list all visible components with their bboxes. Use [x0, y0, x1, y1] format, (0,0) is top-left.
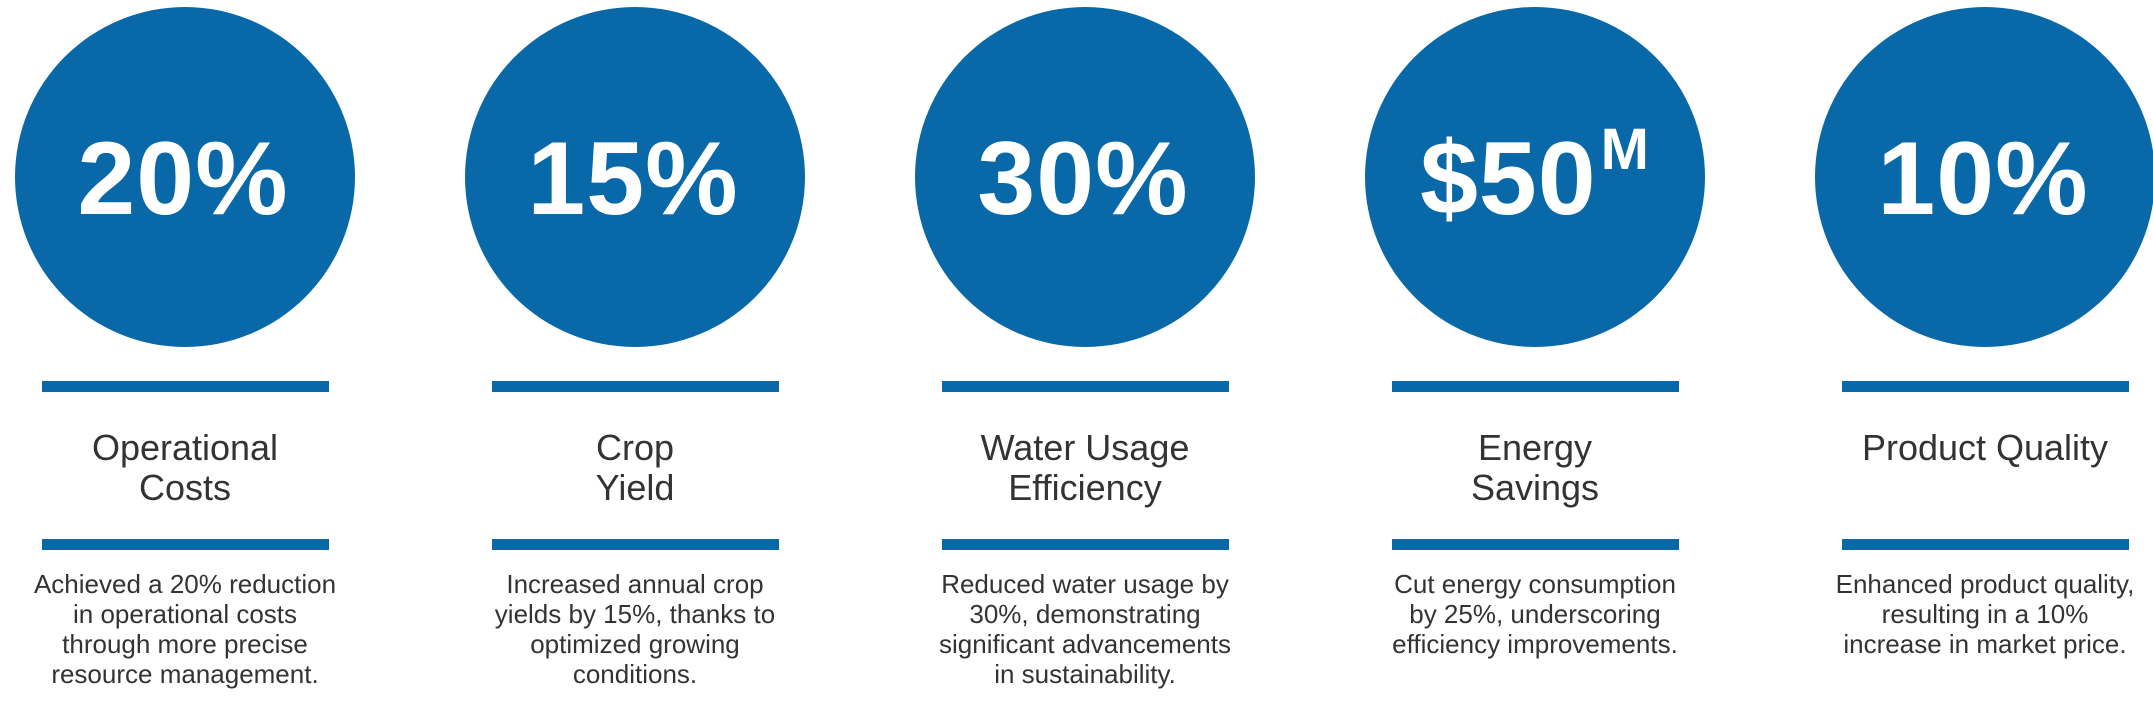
- metric-value: 10%: [1877, 121, 2089, 237]
- metric-description: Enhanced product quality, resulting in a…: [1835, 569, 2135, 659]
- divider-top: [1392, 381, 1679, 392]
- metric-title: Product Quality: [1861, 427, 2109, 468]
- metric-value: 20%: [77, 121, 289, 237]
- metric-title: Crop Yield: [595, 427, 675, 508]
- metric-water-usage-efficiency: 30% Water Usage Efficiency Reduced water…: [900, 0, 1255, 719]
- metric-circle: 30%: [915, 7, 1255, 347]
- metric-description: Reduced water usage by 30%, demonstratin…: [939, 569, 1231, 689]
- metric-value: 15%: [527, 121, 739, 237]
- metric-description: Cut energy consumption by 25%, underscor…: [1392, 569, 1678, 659]
- metric-product-quality: 10% Product Quality Enhanced product qua…: [1800, 0, 2153, 719]
- divider-bottom: [492, 539, 779, 550]
- metric-value: 30%: [977, 121, 1189, 237]
- metric-title: Operational Costs: [91, 427, 279, 508]
- metric-title: Energy Savings: [1470, 427, 1600, 508]
- divider-bottom: [1842, 539, 2129, 550]
- divider-bottom: [42, 539, 329, 550]
- metric-title: Water Usage Efficiency: [980, 427, 1190, 508]
- divider-top: [942, 381, 1229, 392]
- divider-top: [492, 381, 779, 392]
- metric-description: Increased annual crop yields by 15%, tha…: [494, 569, 776, 689]
- metric-crop-yield: 15% Crop Yield Increased annual crop yie…: [450, 0, 805, 719]
- metric-value: $50M: [1420, 117, 1650, 237]
- metric-energy-savings: $50M Energy Savings Cut energy consumpti…: [1350, 0, 1705, 719]
- metric-circle: $50M: [1365, 7, 1705, 347]
- metric-circle: 20%: [15, 7, 355, 347]
- divider-top: [42, 381, 329, 392]
- divider-bottom: [942, 539, 1229, 550]
- metric-description: Achieved a 20% reduction in operational …: [33, 569, 337, 689]
- metric-circle: 10%: [1815, 7, 2153, 347]
- divider-top: [1842, 381, 2129, 392]
- divider-bottom: [1392, 539, 1679, 550]
- metric-circle: 15%: [465, 7, 805, 347]
- metric-operational-costs: 20% Operational Costs Achieved a 20% red…: [0, 0, 355, 719]
